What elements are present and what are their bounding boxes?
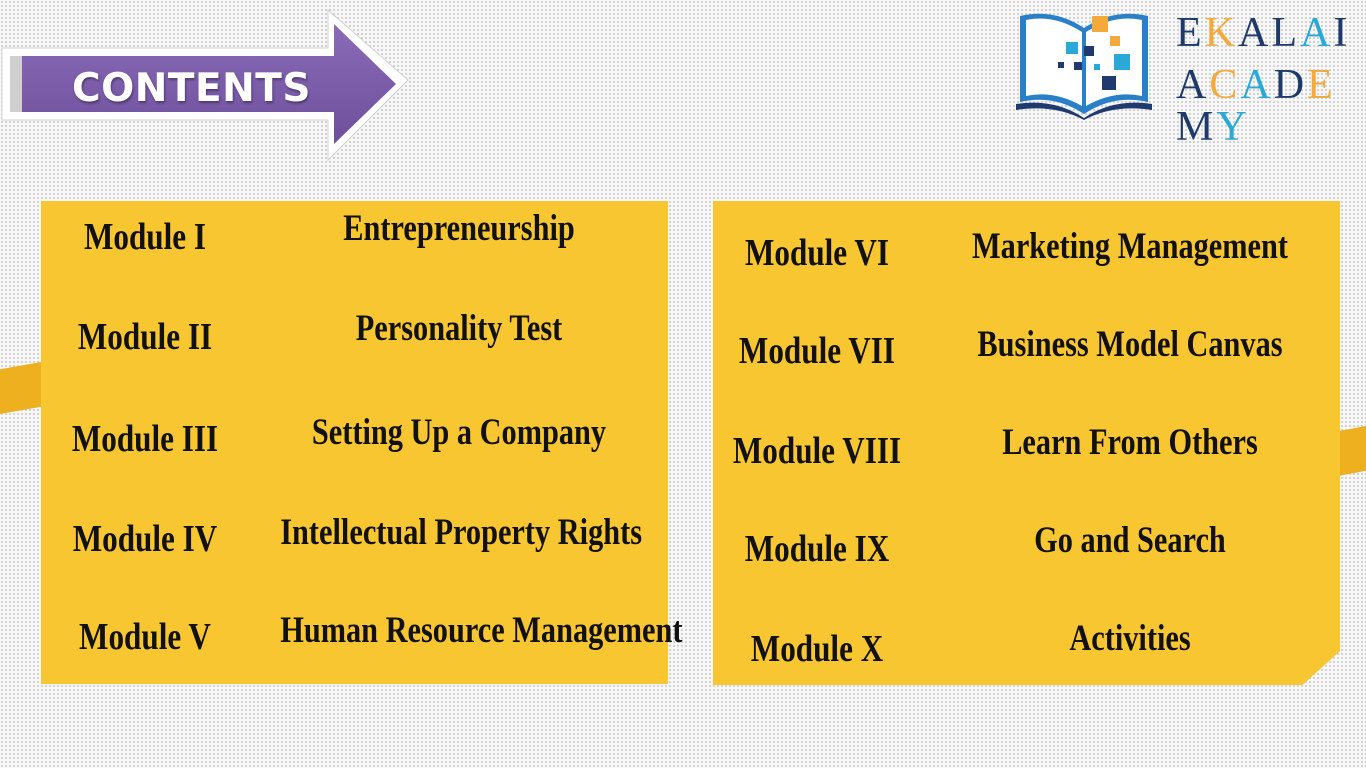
- module-topic: Human Resource Management: [280, 610, 683, 651]
- book-logo-icon: [1016, 13, 1152, 120]
- logo-letter: K: [1204, 10, 1238, 56]
- module-number: Module III: [71, 418, 219, 460]
- logo-letter: D: [1273, 62, 1308, 108]
- contents-panel-left: Module I Entrepreneurship Module II Pers…: [41, 201, 682, 684]
- module-topic: Entrepreneurship: [343, 208, 575, 249]
- module-number: Module II: [77, 316, 213, 358]
- module-row: Module III Setting Up a Company: [41, 412, 668, 473]
- module-topic: Marketing Management: [972, 226, 1288, 267]
- module-row: Module I Entrepreneurship: [41, 208, 668, 271]
- module-topic: Business Model Canvas: [977, 324, 1283, 365]
- logo-letter: A: [1176, 62, 1210, 108]
- module-topic: Go and Search: [1034, 520, 1226, 561]
- module-number: Module I: [83, 216, 207, 258]
- module-number: Module IV: [72, 518, 218, 560]
- module-row: Module VII Business Model Canvas: [713, 324, 1340, 387]
- module-number: Module VII: [738, 330, 896, 372]
- module-row: Module IV Intellectual Property Rights: [41, 512, 668, 573]
- banner-arrow-shape: [1, 8, 409, 162]
- module-topic: Activities: [1069, 618, 1191, 659]
- module-row: Module II Personality Test: [41, 308, 668, 371]
- logo-letter: A: [1238, 10, 1272, 56]
- logo-letter: Y: [1216, 104, 1250, 150]
- logo-letter: I: [1333, 10, 1351, 56]
- module-row: Module V Human Resource Management: [41, 610, 682, 673]
- module-row: Module X Activities: [713, 618, 1340, 683]
- logo-letter: L: [1271, 10, 1300, 56]
- module-number: Module V: [79, 616, 211, 658]
- module-row: Module VIII Learn From Others: [713, 422, 1340, 487]
- contents-banner: CONTENTS: [0, 8, 410, 168]
- logo-text-line2: ACADEMY: [1176, 64, 1364, 148]
- logo-letter: A: [1240, 62, 1274, 108]
- module-topic: Intellectual Property Rights: [280, 512, 643, 553]
- ekalai-academy-logo: EKALAI ACADEMY: [1014, 2, 1364, 148]
- page-title: CONTENTS: [72, 66, 311, 111]
- logo-letter: A: [1300, 10, 1334, 56]
- module-number: Module VI: [744, 232, 889, 274]
- module-number: Module X: [750, 628, 884, 670]
- logo-letter: E: [1176, 10, 1205, 56]
- module-number: Module IX: [744, 528, 890, 570]
- module-number: Module VIII: [732, 430, 902, 472]
- logo-letter: M: [1176, 104, 1217, 150]
- logo-text-line1: EKALAI: [1176, 12, 1350, 54]
- module-topic: Setting Up a Company: [311, 412, 607, 453]
- module-topic: Learn From Others: [1002, 422, 1258, 463]
- module-row: Module IX Go and Search: [713, 520, 1340, 585]
- contents-panel-right: Module VI Marketing Management Module VI…: [713, 201, 1340, 685]
- module-topic: Personality Test: [355, 308, 563, 349]
- logo-letter: C: [1209, 62, 1241, 108]
- module-row: Module VI Marketing Management: [713, 226, 1340, 289]
- logo-letter: E: [1307, 62, 1336, 108]
